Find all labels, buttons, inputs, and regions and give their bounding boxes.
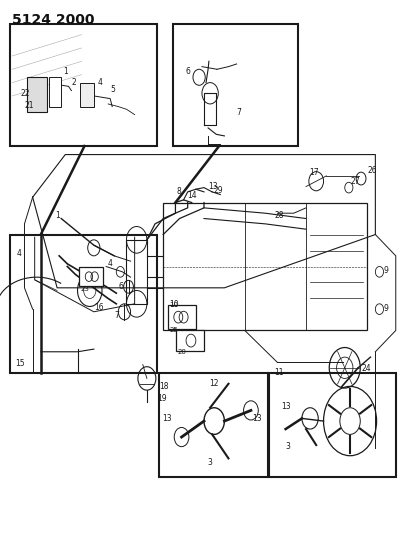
Text: 25: 25	[170, 327, 178, 334]
Bar	[10, 24, 157, 146]
Text: 5: 5	[110, 85, 115, 94]
Text: 27: 27	[350, 177, 360, 185]
Text: 3: 3	[286, 442, 290, 451]
Text: 29: 29	[214, 187, 224, 195]
Text: 5124 2000: 5124 2000	[12, 13, 95, 27]
Text: 20: 20	[177, 349, 186, 355]
Text: 8: 8	[176, 188, 181, 196]
Text: 13: 13	[252, 414, 262, 423]
Text: 16: 16	[95, 303, 104, 311]
Text: 12: 12	[209, 379, 218, 388]
FancyBboxPatch shape	[176, 330, 204, 351]
Text: 11: 11	[274, 368, 284, 376]
Text: 23: 23	[81, 286, 90, 292]
Text: 6: 6	[185, 67, 190, 76]
Text: 28: 28	[274, 212, 284, 220]
Text: 7: 7	[237, 109, 242, 117]
Text: 14: 14	[187, 191, 197, 200]
Bar	[269, 373, 396, 477]
Text: 3: 3	[207, 458, 212, 466]
Text: 21: 21	[24, 101, 34, 109]
Text: 26: 26	[367, 166, 377, 175]
Text: 1: 1	[63, 68, 68, 76]
Text: 13: 13	[162, 414, 172, 423]
Text: 9: 9	[384, 304, 388, 312]
Text: 22: 22	[20, 89, 30, 98]
Bar	[10, 235, 157, 373]
Text: 10: 10	[169, 302, 178, 308]
Text: 19: 19	[157, 394, 167, 403]
FancyBboxPatch shape	[168, 305, 196, 329]
Text: 10: 10	[169, 301, 179, 309]
Text: 7: 7	[114, 311, 119, 320]
Bar	[80, 83, 94, 107]
Text: 13: 13	[282, 402, 291, 410]
Text: 9: 9	[384, 266, 388, 275]
Text: 1: 1	[55, 212, 60, 220]
Text: 13: 13	[208, 182, 218, 191]
Text: 24: 24	[362, 365, 372, 373]
Text: 17: 17	[309, 168, 319, 176]
Text: 2: 2	[71, 78, 76, 87]
Text: 4: 4	[98, 78, 103, 87]
Bar	[173, 24, 298, 146]
Text: 4: 4	[16, 249, 21, 257]
Text: 6: 6	[118, 282, 123, 291]
Text: 15: 15	[16, 359, 25, 368]
Bar	[159, 373, 268, 477]
FancyBboxPatch shape	[79, 267, 103, 286]
Bar	[27, 77, 47, 112]
Bar	[49, 77, 61, 107]
Text: 4: 4	[108, 260, 113, 268]
Bar	[163, 203, 367, 330]
Text: 18: 18	[159, 382, 169, 391]
